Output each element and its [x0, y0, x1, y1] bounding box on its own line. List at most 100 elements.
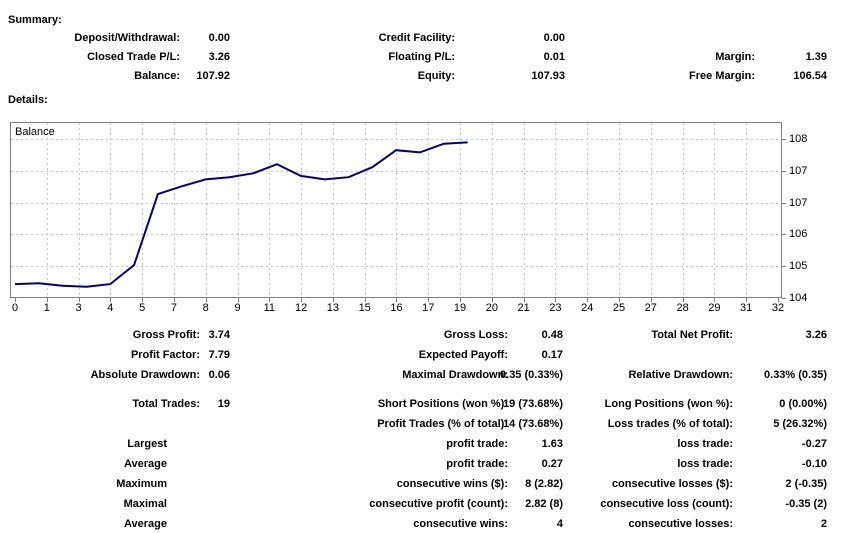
stat-value: 1.63: [541, 438, 563, 450]
stat-label: Relative Drawdown:: [628, 369, 733, 381]
stat-value: 0 (0.00%): [779, 398, 827, 410]
stat-value: 4: [556, 518, 563, 530]
stat-value: 5 (26.32%): [773, 418, 827, 430]
stat-label: loss trade:: [677, 458, 733, 470]
y-axis-label: 107: [789, 196, 808, 209]
stat-value: 19: [217, 398, 230, 410]
stat-value: 0.00: [208, 32, 230, 44]
x-axis-label: 24: [581, 302, 594, 314]
x-axis-label: 4: [107, 302, 114, 314]
stat-label: Maximal: [123, 498, 167, 510]
stat-value: -0.27: [801, 438, 827, 450]
stat-value: 0.00: [543, 32, 565, 44]
stat-label: consecutive wins ($):: [396, 478, 508, 490]
stat-label: Equity:: [417, 70, 455, 82]
stat-value: 3.26: [208, 51, 230, 63]
stat-label: Credit Facility:: [378, 32, 455, 44]
stat-label: Gross Profit:: [132, 329, 200, 341]
y-axis-label: 104: [789, 292, 808, 304]
stat-value: 2.82 (8): [525, 498, 563, 510]
x-axis-label: 5: [139, 302, 146, 314]
x-axis-label: 0: [11, 302, 19, 314]
stat-label: Absolute Drawdown:: [90, 369, 200, 381]
stat-label: Profit Trades (% of total):: [377, 418, 508, 430]
x-axis-label: 1: [43, 302, 50, 314]
x-axis-label: 21: [517, 302, 530, 314]
stat-value: -0.35 (2): [785, 498, 827, 510]
x-axis-label: 9: [234, 302, 241, 314]
y-axis-label: 107: [789, 164, 808, 177]
stat-label: Average: [123, 458, 167, 470]
stat-label: Average: [123, 518, 167, 530]
y-axis-label: 108: [789, 133, 808, 145]
stat-label: Margin:: [715, 51, 755, 63]
stat-label: Expected Payoff:: [418, 349, 508, 361]
stat-label: Floating P/L:: [388, 51, 455, 63]
stat-value: -0.10: [801, 458, 827, 470]
details-heading: Details:: [8, 94, 48, 106]
stat-label: Profit Factor:: [130, 349, 200, 361]
stat-label: Closed Trade P/L:: [87, 51, 180, 63]
stat-value: 3.74: [208, 329, 230, 341]
stat-value: 0.01: [543, 51, 565, 63]
chart-border: [10, 122, 782, 298]
stat-label: Gross Loss:: [443, 329, 508, 341]
stat-label: consecutive loss (count):: [600, 498, 733, 510]
stat-value: 8 (2.82): [525, 478, 563, 490]
stat-value: 0.48: [541, 329, 563, 341]
stat-label: Total Trades:: [132, 398, 200, 410]
stat-label: profit trade:: [446, 438, 508, 450]
x-axis-label: 16: [390, 302, 403, 314]
x-axis-label: 23: [549, 302, 562, 314]
stat-label: Deposit/Withdrawal:: [74, 32, 180, 44]
x-axis-label: 20: [485, 302, 498, 314]
stat-label: loss trade:: [677, 438, 733, 450]
stat-value: 19 (73.68%): [503, 398, 563, 410]
stat-label: Maximal Drawdown:: [402, 369, 508, 381]
stat-value: 106.54: [793, 70, 827, 82]
stat-value: 0.35 (0.33%): [500, 369, 563, 381]
stat-label: consecutive wins:: [413, 518, 508, 530]
summary-heading: Summary:: [8, 14, 62, 26]
x-axis-label: 17: [422, 302, 435, 314]
stat-label: Largest: [127, 438, 167, 450]
x-axis-label: 27: [644, 302, 657, 314]
x-axis-label: 25: [612, 302, 626, 314]
x-axis-label: 31: [740, 302, 753, 314]
stat-label: Balance:: [134, 70, 180, 82]
stat-value: 0.33% (0.35): [764, 369, 827, 381]
stat-value: 14 (73.68%): [503, 418, 563, 430]
x-axis-label: 29: [708, 302, 721, 314]
x-axis-label: 32: [771, 302, 785, 314]
stat-value: 1.39: [805, 51, 827, 63]
x-axis-label: 19: [453, 302, 467, 314]
stat-value: 107.93: [531, 70, 565, 82]
stat-label: Long Positions (won %):: [604, 398, 733, 410]
chart-legend-balance: Balance: [15, 126, 55, 138]
x-axis-label: 3: [75, 302, 82, 314]
stat-value: 0.27: [541, 458, 563, 470]
stat-value: 0.06: [208, 369, 230, 381]
stat-label: consecutive losses ($):: [611, 478, 733, 490]
y-axis-label: 106: [789, 228, 808, 241]
stat-label: profit trade:: [446, 458, 508, 470]
stat-label: consecutive losses:: [628, 518, 733, 530]
x-axis-label: 28: [676, 302, 689, 314]
stat-value: 2 (-0.35): [785, 478, 827, 490]
balance-chart: [10, 122, 786, 302]
x-axis-label: 13: [326, 302, 340, 314]
stat-value: 3.26: [805, 329, 827, 341]
stat-value: 7.79: [208, 349, 230, 361]
stat-label: Total Net Profit:: [651, 329, 733, 341]
y-axis-label: 105: [789, 260, 808, 273]
stat-label: Loss trades (% of total):: [607, 418, 733, 430]
stat-label: consecutive profit (count):: [369, 498, 508, 510]
stat-label: Short Positions (won %):: [377, 398, 508, 410]
stat-value: 2: [820, 518, 827, 530]
stat-label: Maximum: [116, 478, 167, 490]
balance-line: [14, 141, 468, 288]
x-axis-label: 12: [294, 302, 308, 314]
x-axis-label: 7: [170, 302, 177, 314]
stat-label: Free Margin:: [688, 70, 755, 82]
